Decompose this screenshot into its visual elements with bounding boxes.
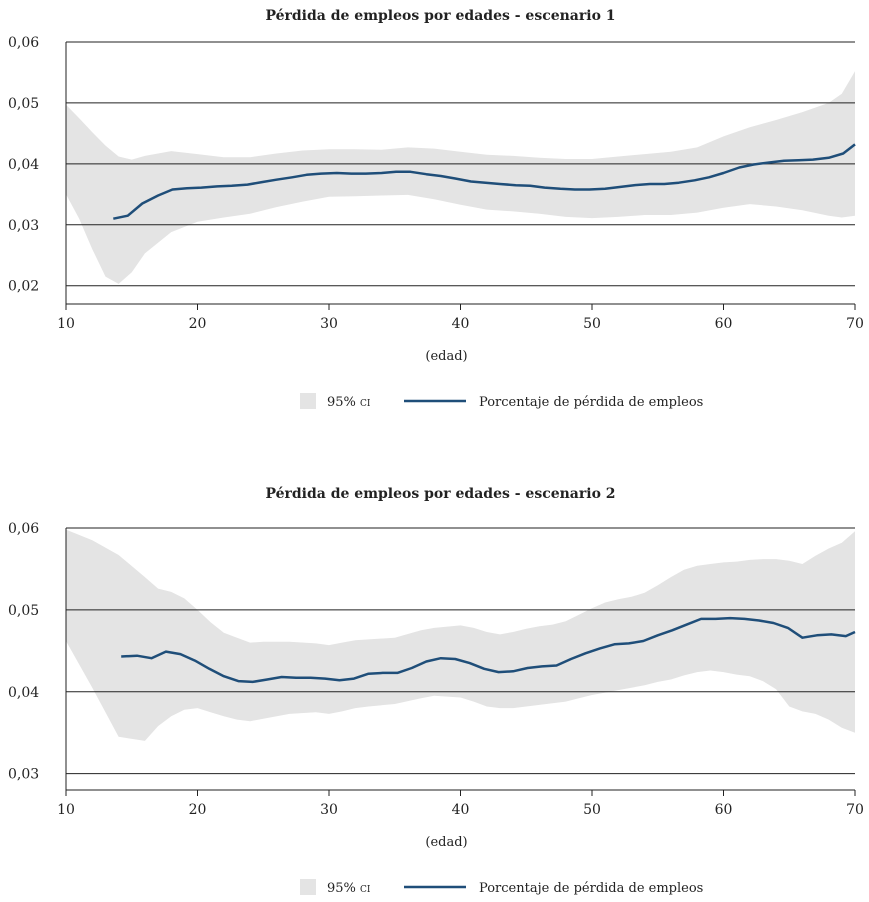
chart-1: Pérdida de empleos por edades - escenari… [8, 8, 864, 410]
confidence-band [66, 71, 855, 284]
x-tick-label: 70 [846, 802, 864, 818]
x-tick-label: 20 [189, 802, 207, 818]
x-tick-label: 10 [57, 802, 75, 818]
x-tick-label: 10 [57, 316, 75, 332]
y-tick-label: 0,06 [8, 521, 39, 537]
x-tick-label: 60 [715, 316, 733, 332]
y-tick-label: 0,03 [8, 767, 39, 783]
y-tick-label: 0,05 [8, 96, 39, 112]
x-tick-label: 30 [320, 802, 338, 818]
x-tick-label: 50 [583, 316, 601, 332]
chart-title: Pérdida de empleos por edades - escenari… [265, 486, 615, 502]
x-tick-label: 20 [189, 316, 207, 332]
x-tick-label: 60 [715, 802, 733, 818]
y-tick-label: 0,03 [8, 218, 39, 234]
legend-band-label-small: CI [360, 885, 371, 895]
series-line [121, 616, 856, 684]
x-tick-label: 50 [583, 802, 601, 818]
legend-line-label: Porcentaje de pérdida de empleos [479, 881, 703, 896]
x-tick-label: 70 [846, 316, 864, 332]
y-tick-label: 0,02 [8, 279, 39, 295]
x-axis-label: (edad) [425, 349, 467, 364]
y-tick-label: 0,06 [8, 35, 39, 51]
chart-title: Pérdida de empleos por edades - escenari… [265, 8, 615, 24]
y-tick-label: 0,04 [8, 157, 39, 173]
legend-band-swatch [300, 879, 316, 895]
x-axis-label: (edad) [425, 835, 467, 850]
legend-line-label: Porcentaje de pérdida de empleos [479, 395, 703, 410]
series-line [113, 143, 856, 220]
x-tick-label: 40 [452, 802, 470, 818]
legend-band-swatch [300, 393, 316, 409]
x-tick-label: 30 [320, 316, 338, 332]
legend-band-label: 95% CI [327, 395, 371, 410]
y-tick-label: 0,04 [8, 685, 39, 701]
y-tick-label: 0,05 [8, 603, 39, 619]
confidence-band [66, 529, 855, 741]
legend-band-label: 95% CI [327, 881, 371, 896]
legend-band-label-small: CI [360, 399, 371, 409]
x-tick-label: 40 [452, 316, 470, 332]
chart-2: Pérdida de empleos por edades - escenari… [8, 486, 864, 896]
